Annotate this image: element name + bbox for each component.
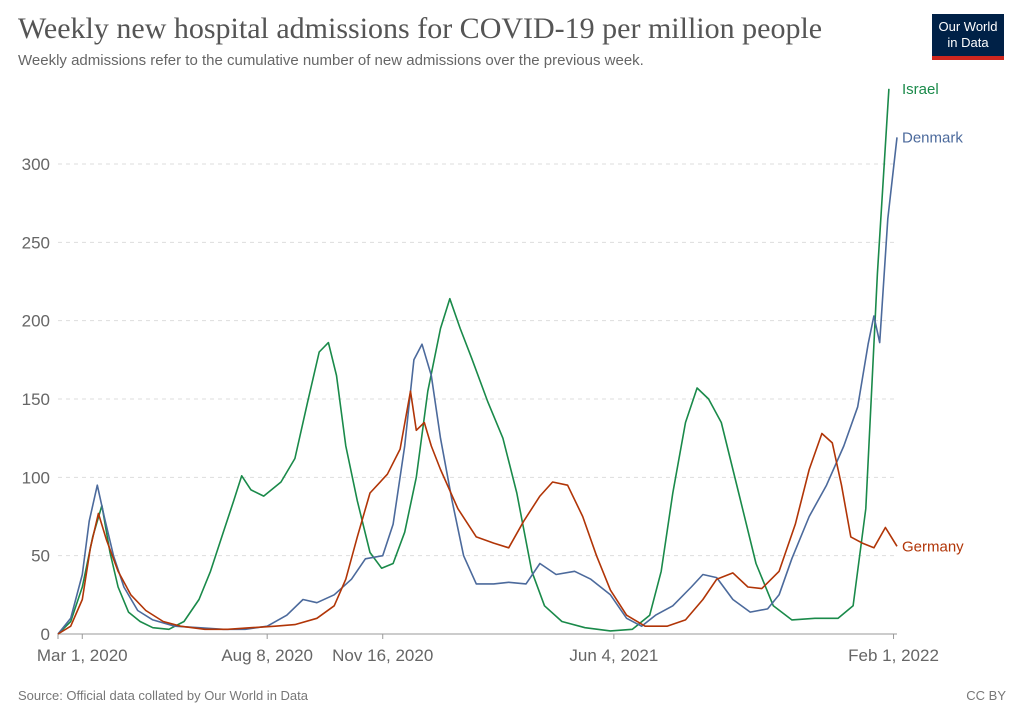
x-tick-label: Jun 4, 2021 <box>569 646 658 665</box>
x-tick-label: Feb 1, 2022 <box>848 646 939 665</box>
y-tick-label: 100 <box>22 468 50 487</box>
license-link[interactable]: CC BY <box>966 688 1006 703</box>
logo-line-2: in Data <box>947 35 989 50</box>
x-tick-label: Nov 16, 2020 <box>332 646 433 665</box>
series-label-israel[interactable]: Israel <box>902 81 939 98</box>
series-line-germany[interactable] <box>57 390 898 635</box>
x-tick-label: Aug 8, 2020 <box>221 646 313 665</box>
y-tick-label: 50 <box>31 547 50 566</box>
series-line-denmark[interactable] <box>57 137 898 635</box>
x-axis: Mar 1, 2020 Aug 8, 2020 Nov 16, 2020 Jun 4,… <box>37 633 939 665</box>
series-label-denmark[interactable]: Denmark <box>902 129 963 146</box>
series-lines <box>57 88 898 635</box>
line-chart: 0 50 100 150 200 250 300 Mar 1, 2020 Aug 8, 202… <box>22 81 965 665</box>
series-labels: Israel Denmark Germany <box>902 81 964 555</box>
chart-title: Weekly new hospital admissions for COVID… <box>18 12 823 45</box>
y-tick-labels: 0 50 100 150 200 250 300 <box>22 155 50 644</box>
y-tick-label: 200 <box>22 312 50 331</box>
series-line-israel[interactable] <box>57 88 890 635</box>
y-tick-label: 250 <box>22 233 50 252</box>
x-tick-label: Mar 1, 2020 <box>37 646 128 665</box>
source-note: Source: Official data collated by Our Wo… <box>18 688 308 703</box>
y-gridlines <box>58 163 897 557</box>
logo-line-1: Our World <box>938 19 998 34</box>
y-tick-label: 300 <box>22 155 50 174</box>
series-label-germany[interactable]: Germany <box>902 538 964 555</box>
owid-logo[interactable]: Our World in Data <box>932 14 1004 60</box>
y-tick-label: 150 <box>22 390 50 409</box>
chart-subtitle: Weekly admissions refer to the cumulativ… <box>18 52 644 69</box>
y-tick-label: 0 <box>41 625 50 644</box>
